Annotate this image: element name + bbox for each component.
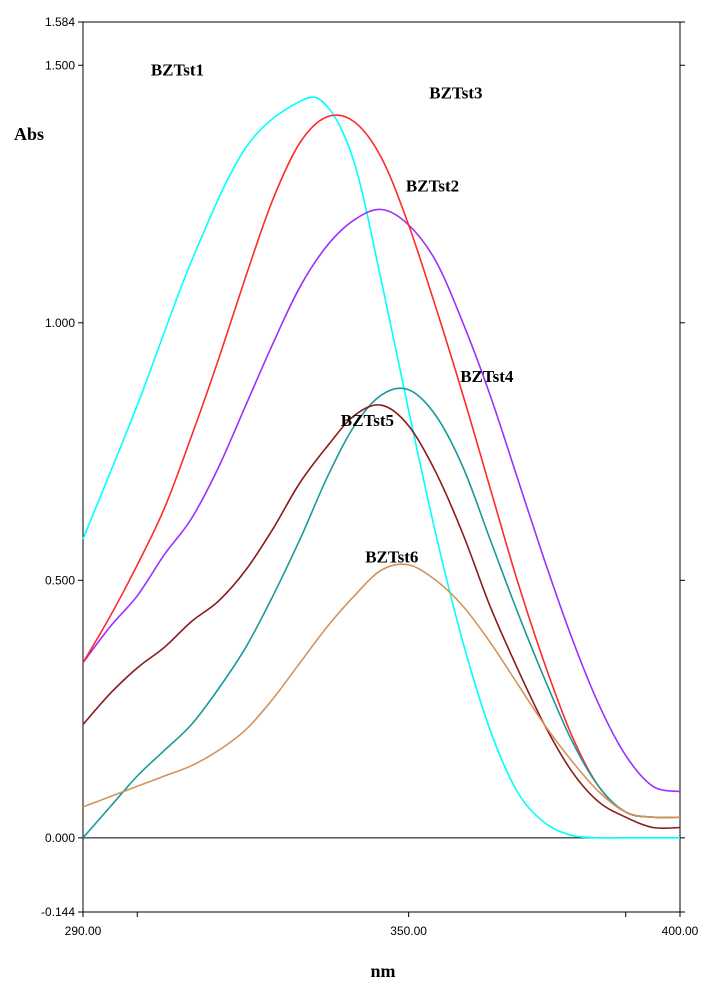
y-tick-label: 0.500 [45,573,75,587]
y-tick-label: 1.000 [45,316,75,330]
y-axis-ticks: -0.144 0.000 0.500 1.000 1.500 1.584 [41,15,685,919]
series-label-bztst5: BZTst5 [341,411,394,430]
series-label-bztst2: BZTst2 [406,176,459,195]
series-label-bztst4: BZTst4 [460,367,514,386]
y-tick-label: 1.584 [45,15,75,29]
x-tick-label: 400.00 [662,924,699,938]
x-axis-ticks: 290.00 350.00 400.00 [65,912,699,938]
y-tick-label: -0.144 [41,905,75,919]
x-tick-label: 290.00 [65,924,102,938]
series-lines [82,96,681,839]
series-label-bztst3: BZTst3 [429,84,482,103]
y-tick-label: 1.500 [45,58,75,72]
series-label-bztst1: BZTst1 [151,61,204,80]
plot-frame [82,21,681,913]
series-labels: BZTst1 BZTst2 BZTst3 BZTst4 BZTst5 BZTst6 [151,61,514,567]
x-axis-title: nm [370,961,395,981]
series-line-bztst2 [82,208,681,793]
y-axis-title: Abs [14,124,44,144]
series-line-bztst4 [82,387,681,839]
series-label-bztst6: BZTst6 [365,547,418,566]
series-line-bztst5 [82,404,681,830]
series-line-bztst6 [82,563,681,819]
series-line-bztst1 [82,96,680,839]
y-tick-label: 0.000 [45,831,75,845]
x-tick-label: 350.00 [390,924,427,938]
series-line-bztst3 [82,114,681,819]
